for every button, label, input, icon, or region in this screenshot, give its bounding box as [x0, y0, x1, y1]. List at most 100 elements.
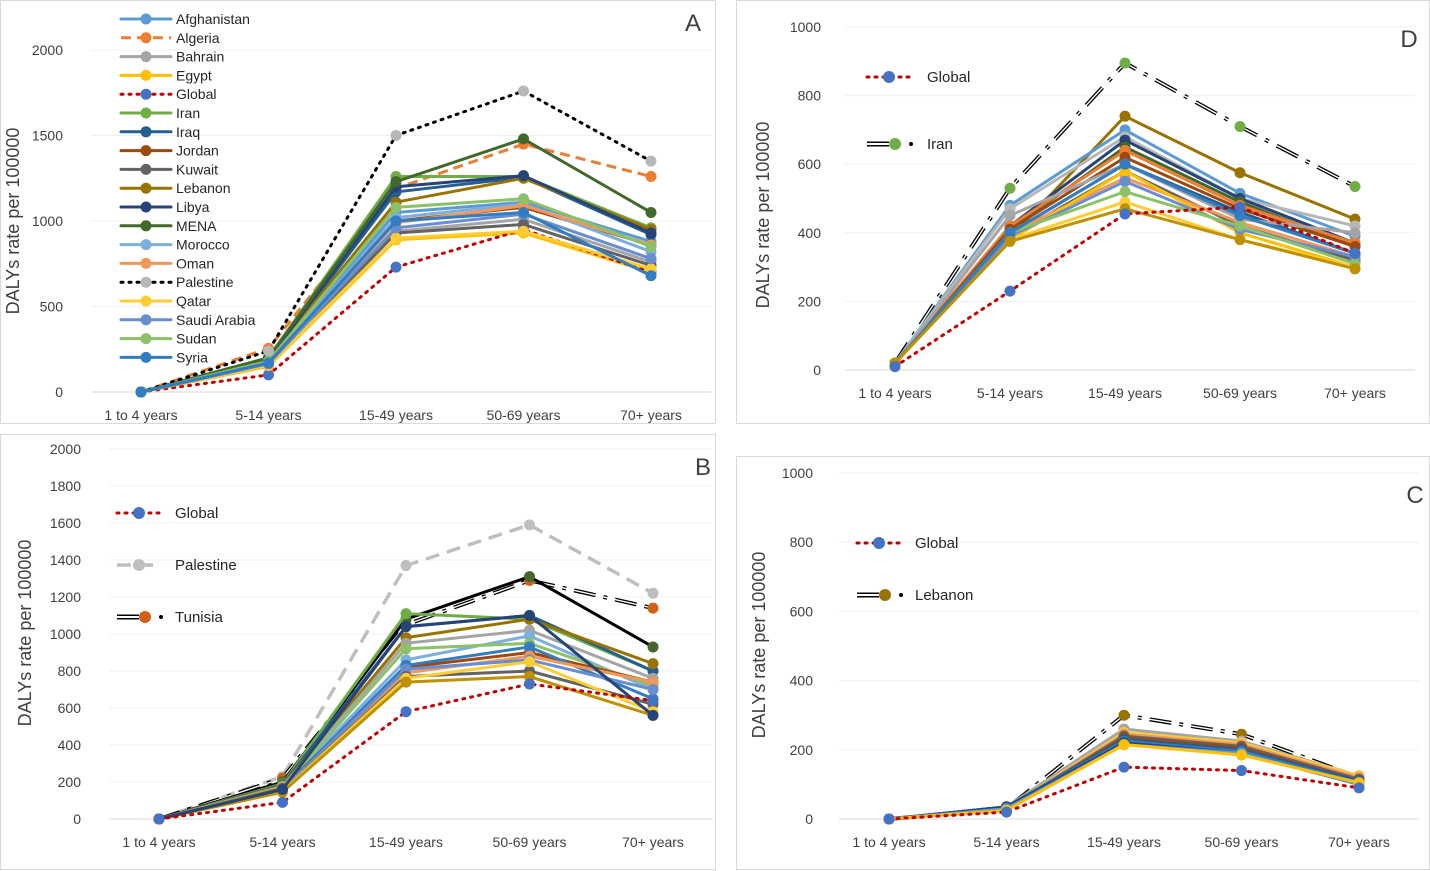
legend-entry: Lebanon	[857, 587, 973, 604]
x-tick-label: 5-14 years	[249, 834, 315, 850]
y-tick-label: 1000	[50, 626, 81, 642]
data-point	[400, 706, 412, 718]
legend-label: Global	[927, 69, 970, 86]
y-tick-label: 800	[58, 663, 82, 679]
y-tick-label: 2000	[50, 441, 81, 457]
legend-label: MENA	[176, 218, 217, 234]
legend-label: Palestine	[175, 557, 237, 574]
y-tick-label: 800	[798, 88, 822, 104]
legend-label: Lebanon	[915, 587, 973, 604]
legend-entry: Tunisia	[117, 609, 223, 626]
data-point	[647, 684, 659, 695]
data-point	[153, 813, 165, 825]
data-point	[518, 170, 529, 182]
y-tick-label: 0	[813, 362, 821, 378]
data-point	[647, 641, 659, 653]
data-point	[1234, 210, 1246, 222]
y-tick-label: 400	[58, 737, 82, 753]
legend-entry: Syria	[119, 349, 208, 365]
series-libya	[883, 737, 1365, 825]
panel-b: 0 200 400 600 800 1000 1200 1400 1600 1800 2000 1 t…	[0, 434, 716, 870]
series-line	[893, 205, 1357, 369]
y-tick-label: 800	[790, 534, 814, 550]
legend-marker	[140, 145, 152, 157]
legend-label: Saudi Arabia	[176, 312, 256, 328]
chart-b: 0 200 400 600 800 1000 1200 1400 1600 1800 2000 1 t…	[15, 441, 713, 850]
data-point	[1234, 220, 1246, 232]
data-point	[1118, 739, 1130, 751]
data-point	[524, 641, 535, 653]
legend-entry: Afghanistan	[119, 11, 250, 27]
legend-label: Egypt	[176, 67, 212, 83]
y-tick-label: 200	[798, 293, 822, 309]
data-point	[889, 361, 901, 373]
y-tick-label: 500	[40, 299, 64, 315]
legend-entry: Algeria	[121, 30, 220, 46]
legend-label: Syria	[176, 349, 208, 365]
data-point	[1349, 247, 1361, 259]
legend-label: Morocco	[176, 237, 230, 253]
data-point	[400, 676, 412, 688]
data-point	[1004, 235, 1016, 247]
legend-entry: Global	[119, 86, 216, 102]
legend-entry: Morocco	[119, 237, 230, 253]
y-tick-label: 1200	[50, 589, 81, 605]
legend-entry: Iraq	[119, 124, 200, 140]
data-point	[1234, 201, 1246, 213]
x-tick-label: 5-14 years	[977, 385, 1043, 401]
data-point	[524, 610, 535, 621]
legend-entry: Jordan	[119, 143, 219, 159]
chart-a: 0 500 1000 1500 2000 1 to 4 years 5-14 years 15…	[3, 10, 711, 423]
legend-entry: Global	[855, 535, 958, 552]
x-tick-label: 1 to 4 years	[104, 407, 177, 423]
panel-letter: D	[1400, 26, 1417, 53]
legend-marker	[140, 220, 152, 232]
y-tick-label: 400	[798, 225, 822, 241]
data-point	[277, 796, 288, 808]
x-tick-label: 70+ years	[1324, 385, 1386, 401]
legend-label: Libya	[176, 199, 210, 215]
legend-entry: Saudi Arabia	[119, 312, 256, 328]
legend-label: Global	[175, 505, 218, 522]
x-tick-label: 1 to 4 years	[852, 834, 925, 850]
data-point	[1119, 57, 1131, 69]
data-point	[390, 130, 402, 141]
data-point	[1004, 285, 1016, 297]
legend-marker	[140, 201, 152, 213]
panel-letter: A	[685, 10, 701, 37]
data-point	[1119, 208, 1131, 220]
data-point	[1004, 182, 1016, 194]
legend-label: Iran	[176, 105, 200, 121]
legend-entry: Qatar	[119, 293, 211, 309]
legend-label: Oman	[176, 255, 214, 271]
y-tick-label: 1600	[50, 515, 81, 531]
legend-entry: MENA	[119, 218, 217, 234]
x-tick-label: 50-69 years	[1203, 385, 1277, 401]
data-point	[1236, 765, 1247, 777]
legend-marker	[140, 276, 152, 288]
data-point	[645, 227, 657, 239]
legend-marker	[140, 163, 152, 175]
data-point	[1353, 782, 1365, 794]
data-point	[1119, 175, 1131, 187]
legend: Global Iran	[865, 69, 970, 153]
y-tick-label: 200	[790, 742, 814, 758]
data-point	[524, 519, 535, 531]
data-point	[645, 253, 657, 265]
legend-marker	[140, 107, 152, 119]
x-tick-label: 1 to 4 years	[858, 385, 931, 401]
panel-a: 0 500 1000 1500 2000 1 to 4 years 5-14 years 15…	[0, 0, 716, 424]
y-tick-label: 1400	[50, 552, 81, 568]
y-tick-label: 2000	[32, 42, 63, 58]
data-point	[390, 232, 402, 244]
data-point	[1236, 749, 1247, 761]
legend-marker	[140, 351, 152, 363]
series-syria	[135, 206, 657, 398]
legend-label: Palestine	[176, 274, 234, 290]
legend-marker	[140, 314, 152, 326]
data-point	[1119, 158, 1131, 170]
data-point	[524, 678, 535, 690]
y-tick-label: 600	[58, 700, 82, 716]
legend-marker	[140, 257, 152, 269]
y-tick-label: 1000	[782, 465, 813, 481]
